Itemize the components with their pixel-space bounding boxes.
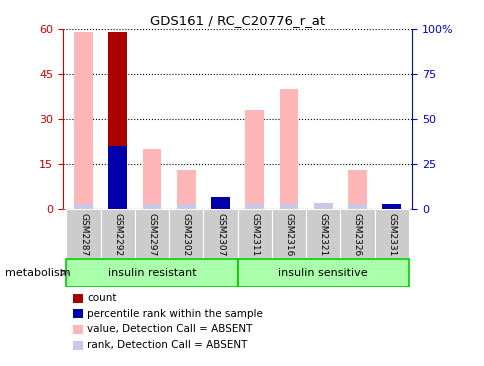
- Bar: [272, 209, 305, 258]
- Text: insulin sensitive: insulin sensitive: [278, 268, 367, 278]
- Bar: [169, 209, 203, 258]
- Text: GSM2302: GSM2302: [182, 213, 190, 256]
- Bar: [108, 146, 127, 209]
- Bar: [348, 204, 366, 209]
- Text: GSM2297: GSM2297: [147, 213, 156, 256]
- Bar: [101, 209, 135, 258]
- Text: GSM2292: GSM2292: [113, 213, 122, 256]
- Bar: [279, 89, 298, 209]
- Bar: [108, 32, 127, 209]
- Bar: [348, 170, 366, 209]
- Text: metabolism: metabolism: [5, 268, 70, 278]
- Bar: [211, 197, 229, 209]
- Bar: [237, 209, 272, 258]
- Bar: [211, 203, 229, 209]
- Bar: [108, 204, 127, 209]
- Text: value, Detection Call = ABSENT: value, Detection Call = ABSENT: [87, 324, 252, 335]
- Text: percentile rank within the sample: percentile rank within the sample: [87, 309, 263, 319]
- Text: GSM2331: GSM2331: [386, 213, 395, 256]
- Bar: [374, 209, 408, 258]
- Title: GDS161 / RC_C20776_r_at: GDS161 / RC_C20776_r_at: [150, 14, 325, 27]
- Text: GSM2321: GSM2321: [318, 213, 327, 256]
- Bar: [66, 259, 237, 287]
- Text: count: count: [87, 293, 117, 303]
- Bar: [177, 204, 196, 209]
- Bar: [381, 204, 400, 209]
- Bar: [211, 203, 229, 209]
- Bar: [237, 259, 408, 287]
- Bar: [66, 209, 101, 258]
- Bar: [142, 204, 161, 209]
- Text: rank, Detection Call = ABSENT: rank, Detection Call = ABSENT: [87, 340, 247, 350]
- Text: GSM2316: GSM2316: [284, 213, 293, 256]
- Bar: [340, 209, 374, 258]
- Text: GSM2287: GSM2287: [79, 213, 88, 256]
- Bar: [305, 209, 340, 258]
- Text: GSM2311: GSM2311: [250, 213, 259, 256]
- Bar: [245, 204, 264, 209]
- Bar: [245, 110, 264, 209]
- Text: GSM2307: GSM2307: [215, 213, 225, 256]
- Bar: [135, 209, 169, 258]
- Text: GSM2326: GSM2326: [352, 213, 361, 256]
- Bar: [279, 204, 298, 209]
- Bar: [177, 170, 196, 209]
- Bar: [74, 32, 93, 209]
- Text: insulin resistant: insulin resistant: [107, 268, 196, 278]
- Bar: [142, 149, 161, 209]
- Bar: [203, 209, 237, 258]
- Bar: [313, 203, 332, 209]
- Bar: [74, 204, 93, 209]
